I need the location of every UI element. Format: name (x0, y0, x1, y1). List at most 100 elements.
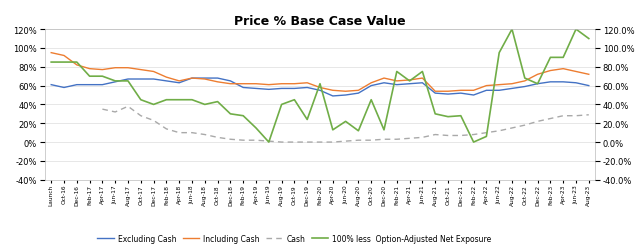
Excluding Cash (393, 84, 401, 87)
Excluding Cash (137, 78, 145, 81)
Cash (214, 136, 221, 139)
100% less  Option-Adjusted Net Exposure (419, 71, 426, 74)
Including Cash (444, 90, 452, 93)
Excluding Cash (252, 88, 260, 90)
100% less  Option-Adjusted Net Exposure (547, 56, 554, 59)
Excluding Cash (227, 80, 234, 83)
Including Cash (201, 78, 209, 81)
Excluding Cash (73, 84, 81, 87)
Excluding Cash (150, 78, 157, 81)
Cash (572, 115, 580, 118)
100% less  Option-Adjusted Net Exposure (483, 135, 490, 138)
100% less  Option-Adjusted Net Exposure (175, 99, 183, 102)
Including Cash (342, 90, 349, 93)
Including Cash (60, 55, 68, 58)
Including Cash (508, 83, 516, 86)
100% less  Option-Adjusted Net Exposure (99, 75, 106, 78)
100% less  Option-Adjusted Net Exposure (406, 80, 413, 83)
100% less  Option-Adjusted Net Exposure (252, 127, 260, 130)
Excluding Cash (431, 92, 439, 95)
Cash (534, 120, 541, 123)
Excluding Cash (483, 90, 490, 92)
Including Cash (137, 69, 145, 72)
Cash (419, 136, 426, 139)
100% less  Option-Adjusted Net Exposure (278, 104, 285, 106)
Excluding Cash (214, 77, 221, 80)
Including Cash (572, 71, 580, 74)
Including Cash (483, 85, 490, 88)
Including Cash (252, 83, 260, 86)
Including Cash (457, 90, 465, 92)
Line: Excluding Cash: Excluding Cash (51, 79, 589, 96)
100% less  Option-Adjusted Net Exposure (316, 83, 324, 86)
Cash (252, 139, 260, 142)
100% less  Option-Adjusted Net Exposure (60, 61, 68, 64)
100% less  Option-Adjusted Net Exposure (508, 28, 516, 32)
100% less  Option-Adjusted Net Exposure (291, 99, 298, 102)
Including Cash (163, 76, 170, 79)
Excluding Cash (175, 82, 183, 85)
Line: Cash: Cash (102, 107, 589, 142)
Excluding Cash (572, 82, 580, 85)
Cash (380, 138, 388, 141)
Excluding Cash (419, 82, 426, 85)
Cash (278, 141, 285, 144)
Cash (470, 134, 477, 136)
100% less  Option-Adjusted Net Exposure (239, 115, 247, 118)
Including Cash (303, 82, 311, 85)
Including Cash (239, 83, 247, 86)
Excluding Cash (547, 81, 554, 84)
Excluding Cash (355, 92, 362, 95)
Cash (521, 124, 529, 127)
Excluding Cash (495, 90, 503, 92)
Cash (99, 108, 106, 111)
Including Cash (470, 90, 477, 92)
100% less  Option-Adjusted Net Exposure (86, 75, 93, 78)
Cash (137, 115, 145, 118)
Cash (367, 139, 375, 142)
100% less  Option-Adjusted Net Exposure (431, 113, 439, 116)
Including Cash (291, 83, 298, 86)
Excluding Cash (329, 95, 337, 98)
100% less  Option-Adjusted Net Exposure (163, 99, 170, 102)
100% less  Option-Adjusted Net Exposure (572, 28, 580, 32)
Cash (406, 137, 413, 140)
Title: Price % Base Case Value: Price % Base Case Value (234, 14, 406, 28)
Including Cash (111, 67, 119, 70)
Excluding Cash (406, 83, 413, 86)
100% less  Option-Adjusted Net Exposure (73, 61, 81, 64)
100% less  Option-Adjusted Net Exposure (150, 104, 157, 106)
Including Cash (86, 68, 93, 71)
Cash (342, 140, 349, 143)
Including Cash (393, 80, 401, 83)
Cash (150, 120, 157, 122)
Excluding Cash (111, 81, 119, 84)
Cash (355, 139, 362, 142)
Including Cash (547, 70, 554, 73)
100% less  Option-Adjusted Net Exposure (124, 80, 132, 83)
100% less  Option-Adjusted Net Exposure (521, 77, 529, 80)
Excluding Cash (163, 80, 170, 83)
Cash (201, 134, 209, 136)
Including Cash (99, 69, 106, 72)
Including Cash (329, 90, 337, 92)
Including Cash (188, 77, 196, 80)
100% less  Option-Adjusted Net Exposure (495, 52, 503, 55)
Including Cash (150, 71, 157, 74)
Cash (291, 141, 298, 144)
Excluding Cash (457, 92, 465, 95)
Excluding Cash (60, 86, 68, 90)
100% less  Option-Adjusted Net Exposure (457, 115, 465, 118)
Excluding Cash (534, 83, 541, 86)
Cash (483, 132, 490, 134)
Including Cash (367, 82, 375, 85)
Excluding Cash (86, 84, 93, 87)
Cash (559, 115, 567, 118)
100% less  Option-Adjusted Net Exposure (47, 61, 55, 64)
Including Cash (175, 80, 183, 83)
Excluding Cash (124, 78, 132, 81)
100% less  Option-Adjusted Net Exposure (188, 99, 196, 102)
100% less  Option-Adjusted Net Exposure (303, 118, 311, 122)
Excluding Cash (316, 90, 324, 92)
Including Cash (380, 77, 388, 80)
